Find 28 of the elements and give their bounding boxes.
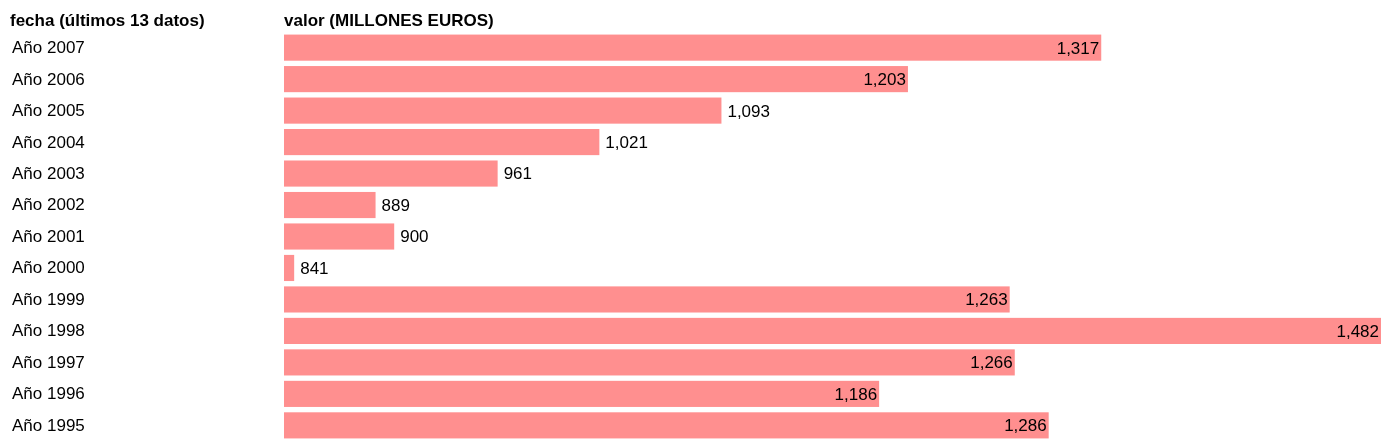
- data-label: 1,203: [863, 70, 906, 90]
- y-tick-label: Año 2002: [12, 195, 85, 215]
- data-label: 1,286: [1004, 416, 1047, 436]
- y-tick-label: Año 2003: [12, 163, 85, 183]
- data-label: 1,186: [834, 384, 878, 404]
- data-label: 1,263: [965, 290, 1008, 310]
- y-tick-label: Año 2001: [12, 226, 85, 246]
- y-tick-label: Año 1995: [12, 415, 85, 435]
- data-label: 961: [503, 164, 533, 184]
- data-label: 1,093: [727, 101, 770, 121]
- y-tick-label: Año 1999: [12, 289, 85, 309]
- y-tick-label: Año 2005: [12, 101, 85, 121]
- y-tick-label: Año 2000: [12, 258, 85, 278]
- data-label: 1,317: [1056, 38, 1100, 58]
- y-tick-label: Año 2004: [12, 132, 85, 152]
- data-label: 889: [381, 195, 410, 215]
- data-label: 1,266: [970, 353, 1013, 373]
- y-tick-label: Año 2006: [12, 69, 85, 89]
- data-label: 841: [300, 258, 329, 278]
- x-axis-title: valor (MILLONES EUROS): [284, 11, 494, 30]
- y-tick-label: Año 1996: [12, 384, 85, 404]
- data-label: 900: [400, 227, 429, 247]
- y-tick-label: Año 1998: [12, 321, 85, 341]
- data-label: 1,021: [605, 133, 648, 153]
- y-axis-title: fecha (últimos 13 datos): [10, 11, 205, 30]
- y-tick-label: Año 1997: [12, 352, 85, 372]
- y-tick-label: Año 2007: [12, 38, 85, 58]
- data-label: 1,482: [1336, 321, 1379, 341]
